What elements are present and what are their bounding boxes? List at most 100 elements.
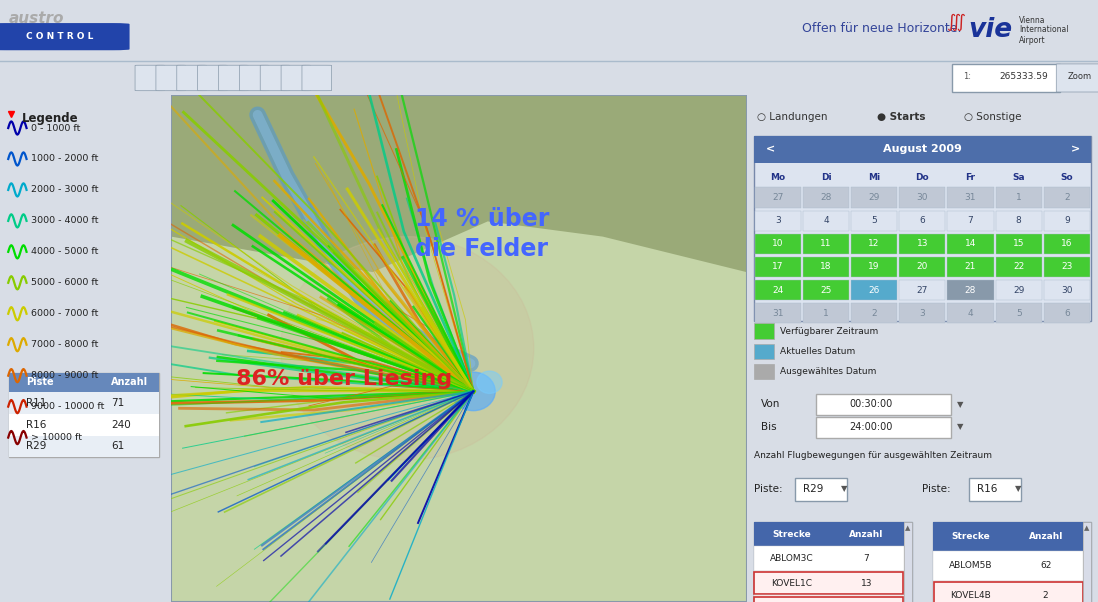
Text: vie: vie (968, 17, 1012, 43)
Text: 28: 28 (965, 285, 976, 294)
FancyBboxPatch shape (899, 257, 945, 277)
Text: 11: 11 (820, 239, 831, 248)
Text: Piste:: Piste: (922, 484, 951, 494)
Text: 1: 1 (824, 309, 829, 318)
Text: 8: 8 (1016, 216, 1021, 225)
FancyBboxPatch shape (851, 234, 897, 254)
Text: 0 - 1000 ft: 0 - 1000 ft (31, 123, 80, 132)
Text: 265333.59: 265333.59 (999, 72, 1047, 81)
Text: ∭: ∭ (946, 13, 965, 31)
Text: ▼: ▼ (1015, 485, 1021, 493)
FancyBboxPatch shape (803, 303, 849, 323)
Text: 16: 16 (1061, 239, 1073, 248)
FancyBboxPatch shape (135, 65, 165, 91)
Text: Do: Do (916, 173, 929, 182)
Text: 3: 3 (775, 216, 781, 225)
Text: KOVEL4B: KOVEL4B (950, 591, 990, 600)
FancyBboxPatch shape (9, 392, 159, 414)
Text: 240: 240 (111, 420, 131, 430)
Text: Aktuelles Datum: Aktuelles Datum (780, 347, 855, 356)
Text: ▼: ▼ (957, 423, 964, 432)
FancyBboxPatch shape (156, 65, 186, 91)
Text: 25: 25 (820, 285, 831, 294)
Text: Mo: Mo (770, 173, 785, 182)
Text: 27: 27 (772, 193, 784, 202)
FancyBboxPatch shape (996, 187, 1042, 208)
Text: 30: 30 (917, 193, 928, 202)
Text: Airport: Airport (1019, 36, 1045, 45)
FancyBboxPatch shape (239, 65, 269, 91)
Text: Ausgewähltes Datum: Ausgewähltes Datum (780, 367, 876, 376)
FancyBboxPatch shape (933, 522, 1084, 551)
FancyBboxPatch shape (948, 211, 994, 231)
FancyBboxPatch shape (1044, 257, 1090, 277)
FancyBboxPatch shape (996, 211, 1042, 231)
Text: 9: 9 (1064, 216, 1069, 225)
Text: 6000 - 7000 ft: 6000 - 7000 ft (31, 309, 98, 318)
FancyBboxPatch shape (899, 187, 945, 208)
Text: Strecke: Strecke (772, 530, 810, 539)
Text: 22: 22 (1013, 262, 1024, 272)
FancyBboxPatch shape (1044, 187, 1090, 208)
Text: 24:00:00: 24:00:00 (850, 422, 893, 432)
Text: 29: 29 (1013, 285, 1024, 294)
FancyBboxPatch shape (753, 522, 911, 602)
Text: Di: Di (820, 173, 831, 182)
Text: 24: 24 (772, 285, 783, 294)
Text: Anzahl: Anzahl (849, 530, 884, 539)
Text: 2: 2 (1043, 591, 1049, 600)
FancyBboxPatch shape (933, 551, 1084, 581)
FancyBboxPatch shape (899, 234, 945, 254)
Text: 1: 1 (1016, 193, 1021, 202)
Text: 7: 7 (967, 216, 974, 225)
Text: Fr: Fr (965, 173, 975, 182)
Text: 5: 5 (1016, 309, 1021, 318)
Text: 86% über Liesing: 86% über Liesing (236, 368, 452, 389)
Text: Legende: Legende (22, 113, 79, 125)
Text: 13: 13 (861, 579, 872, 588)
FancyBboxPatch shape (996, 303, 1042, 323)
Text: R11: R11 (25, 398, 46, 408)
Text: 7000 - 8000 ft: 7000 - 8000 ft (31, 340, 98, 349)
FancyBboxPatch shape (9, 373, 159, 458)
FancyBboxPatch shape (996, 280, 1042, 300)
FancyBboxPatch shape (970, 478, 1021, 500)
FancyBboxPatch shape (795, 478, 848, 500)
FancyBboxPatch shape (851, 187, 897, 208)
Text: 5: 5 (871, 216, 877, 225)
Text: 3: 3 (919, 309, 926, 318)
Text: ○ Sonstige: ○ Sonstige (964, 112, 1022, 122)
Text: 2000 - 3000 ft: 2000 - 3000 ft (31, 185, 99, 194)
FancyBboxPatch shape (899, 280, 945, 300)
Text: Mi: Mi (869, 173, 881, 182)
FancyBboxPatch shape (753, 136, 1091, 163)
Text: 12: 12 (869, 239, 879, 248)
Text: ▼: ▼ (957, 400, 964, 409)
Text: ○ Landungen: ○ Landungen (758, 112, 828, 122)
Polygon shape (171, 95, 747, 272)
Text: 13: 13 (917, 239, 928, 248)
FancyBboxPatch shape (0, 23, 130, 50)
Text: 21: 21 (965, 262, 976, 272)
Text: 2: 2 (872, 309, 877, 318)
Text: 10: 10 (772, 239, 784, 248)
Text: 4: 4 (824, 216, 829, 225)
Text: Vienna: Vienna (1019, 16, 1045, 25)
FancyBboxPatch shape (948, 303, 994, 323)
Text: R16: R16 (25, 420, 46, 430)
FancyBboxPatch shape (754, 303, 800, 323)
Text: 17: 17 (772, 262, 784, 272)
FancyBboxPatch shape (754, 280, 800, 300)
Text: R16: R16 (977, 484, 997, 494)
Text: 9000 - 10000 ft: 9000 - 10000 ft (31, 402, 104, 411)
FancyBboxPatch shape (952, 64, 1060, 92)
Text: Bis: Bis (761, 422, 776, 432)
FancyBboxPatch shape (996, 257, 1042, 277)
FancyBboxPatch shape (816, 417, 951, 438)
FancyBboxPatch shape (803, 187, 849, 208)
Text: 3000 - 4000 ft: 3000 - 4000 ft (31, 216, 99, 225)
FancyBboxPatch shape (1056, 64, 1098, 92)
FancyBboxPatch shape (754, 187, 800, 208)
FancyBboxPatch shape (753, 344, 774, 359)
FancyBboxPatch shape (260, 65, 290, 91)
